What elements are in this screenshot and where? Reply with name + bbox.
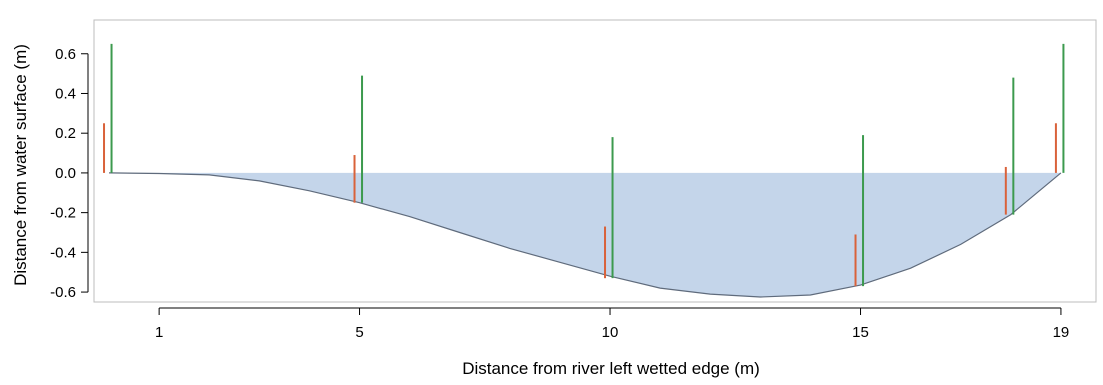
x-tick-label: 5 [355, 324, 363, 341]
plot-box [93, 19, 1097, 303]
x-tick-label: 19 [1053, 324, 1070, 341]
x-tick-label: 10 [602, 324, 619, 341]
x-tick-label: 1 [155, 324, 163, 341]
y-tick-label: 0.0 [55, 165, 76, 182]
x-tick-label: 15 [852, 324, 869, 341]
y-axis-label: Distance from water surface (m) [11, 44, 30, 286]
y-tick-label: 0.4 [55, 85, 76, 102]
y-tick-label: -0.2 [50, 205, 76, 222]
y-tick-label: -0.4 [50, 244, 76, 261]
x-axis-label: Distance from river left wetted edge (m) [462, 359, 760, 378]
bed-profile-line [108, 172, 1062, 298]
y-tick-label: -0.6 [50, 284, 76, 301]
y-tick-label: 0.2 [55, 125, 76, 142]
y-tick-label: 0.6 [55, 46, 76, 63]
water-area [109, 172, 1061, 297]
